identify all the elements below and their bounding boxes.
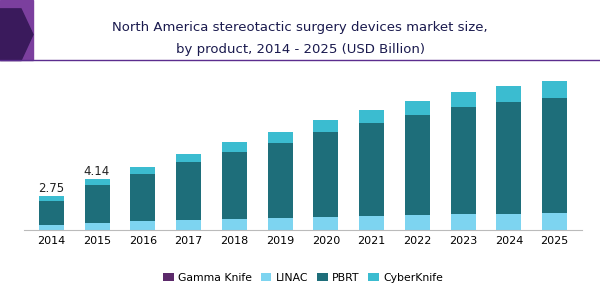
- Bar: [313, 217, 338, 230]
- Bar: [176, 163, 201, 220]
- Legend: Gamma Knife, LINAC, PBRT, CyberKnife: Gamma Knife, LINAC, PBRT, CyberKnife: [158, 268, 448, 287]
- Bar: [268, 132, 293, 143]
- Bar: [496, 102, 521, 214]
- Text: by product, 2014 - 2025 (USD Billion): by product, 2014 - 2025 (USD Billion): [176, 43, 425, 56]
- Bar: [85, 179, 110, 185]
- Text: 4.14: 4.14: [83, 165, 110, 178]
- Bar: [496, 86, 521, 102]
- Bar: [85, 223, 110, 230]
- Bar: [451, 92, 476, 107]
- Bar: [405, 115, 430, 215]
- Bar: [542, 213, 567, 230]
- Bar: [222, 219, 247, 230]
- Text: North America stereotactic surgery devices market size,: North America stereotactic surgery devic…: [112, 21, 488, 34]
- Bar: [359, 123, 384, 216]
- Bar: [359, 216, 384, 230]
- Bar: [39, 201, 64, 225]
- Text: 2.75: 2.75: [38, 182, 64, 195]
- Bar: [39, 225, 64, 230]
- Bar: [222, 142, 247, 152]
- Bar: [130, 174, 155, 222]
- Bar: [130, 222, 155, 230]
- Bar: [313, 132, 338, 217]
- Bar: [222, 152, 247, 219]
- Bar: [542, 98, 567, 213]
- Bar: [85, 185, 110, 223]
- Bar: [130, 167, 155, 174]
- Bar: [451, 107, 476, 214]
- Bar: [405, 215, 430, 230]
- Bar: [268, 218, 293, 230]
- Bar: [451, 214, 476, 230]
- Bar: [268, 143, 293, 218]
- Bar: [496, 214, 521, 230]
- Bar: [176, 220, 201, 230]
- Bar: [359, 110, 384, 123]
- Bar: [542, 81, 567, 98]
- Bar: [313, 120, 338, 132]
- Bar: [39, 196, 64, 201]
- Bar: [405, 101, 430, 115]
- Bar: [176, 154, 201, 163]
